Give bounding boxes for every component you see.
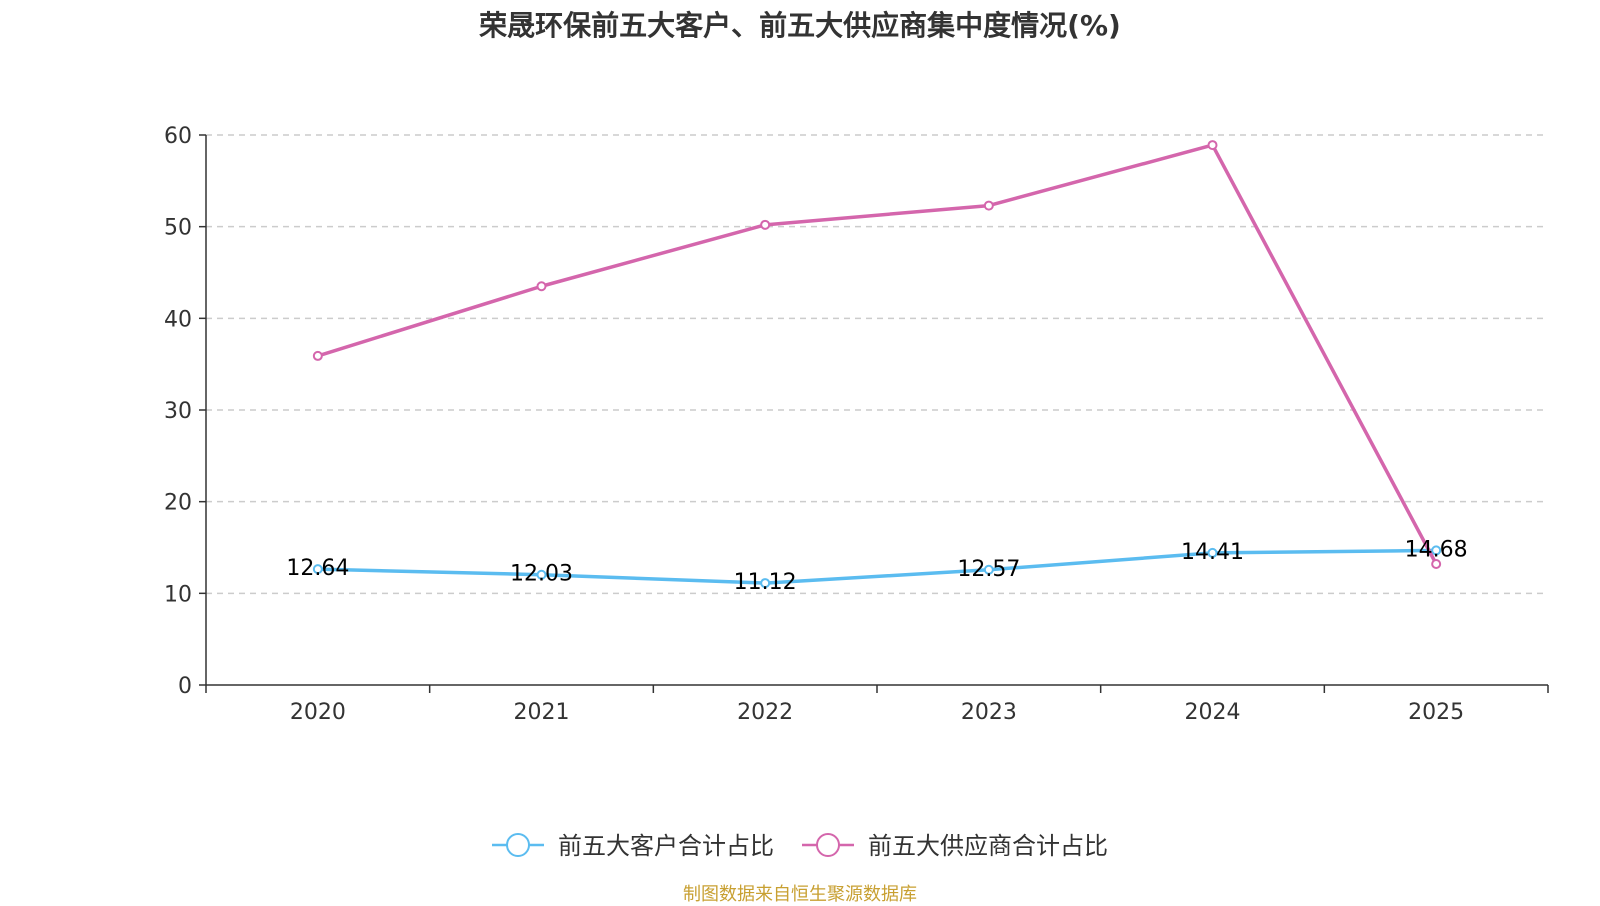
x-tick-label: 2025: [1408, 700, 1464, 725]
data-label: 11.12: [734, 570, 797, 595]
legend-circle-icon: [506, 833, 530, 857]
legend: 前五大客户合计占比 前五大供应商合计占比: [492, 832, 1108, 860]
series-1-point[interactable]: [1431, 545, 1442, 556]
x-tick-label: 2024: [1185, 700, 1241, 725]
x-tick-label: 2021: [514, 700, 570, 725]
series-lines: [312, 140, 1442, 589]
legend-circle-icon: [816, 833, 840, 857]
data-label: 14.41: [1181, 540, 1244, 565]
source-note: 制图数据来自恒生聚源数据库: [683, 884, 917, 905]
series-2-point[interactable]: [1207, 140, 1218, 151]
data-label: 12.64: [286, 556, 349, 581]
series-2-point[interactable]: [312, 350, 323, 361]
series-1-point[interactable]: [1207, 547, 1218, 558]
legend-item-1[interactable]: 前五大客户合计占比: [492, 832, 774, 860]
legend-label: 前五大客户合计占比: [558, 832, 774, 860]
data-label: 12.03: [510, 562, 573, 587]
x-tick-label: 2022: [737, 700, 793, 725]
y-tick-label: 10: [164, 582, 192, 607]
data-label: 14.68: [1405, 537, 1468, 562]
series-line-2: [317, 143, 1438, 565]
y-tick-label: 0: [178, 674, 192, 699]
y-tick-label: 30: [164, 399, 192, 424]
data-labels: 12.64 12.03 11.12 12.57 14.41 14.68: [286, 537, 1467, 595]
x-tick-label: 2023: [961, 700, 1017, 725]
series-1-point[interactable]: [536, 569, 547, 580]
x-tick-label: 2020: [290, 700, 346, 725]
grid-lines: [206, 134, 1548, 595]
y-tick-label: 60: [164, 124, 192, 149]
series-1-point[interactable]: [760, 578, 771, 589]
series-2-point[interactable]: [760, 219, 771, 230]
y-tick-label: 50: [164, 216, 192, 241]
legend-item-2[interactable]: 前五大供应商合计占比: [802, 832, 1108, 860]
series-1-point[interactable]: [312, 564, 323, 575]
series-2-point[interactable]: [983, 200, 994, 211]
series-line-1: [317, 548, 1437, 585]
y-tick-label: 20: [164, 491, 192, 516]
series-2-point[interactable]: [1431, 559, 1442, 569]
chart-title: 荣晟环保前五大客户、前五大供应商集中度情况(%): [479, 9, 1121, 42]
legend-label: 前五大供应商合计占比: [868, 832, 1108, 860]
series-2-point[interactable]: [536, 281, 547, 292]
data-label: 12.57: [957, 557, 1020, 582]
series-1-point[interactable]: [983, 564, 994, 575]
y-tick-label: 40: [164, 307, 192, 332]
axes: 0 10 20 30 40 50 60 2020 2021 2022 2023 2024 2025: [164, 124, 1549, 725]
